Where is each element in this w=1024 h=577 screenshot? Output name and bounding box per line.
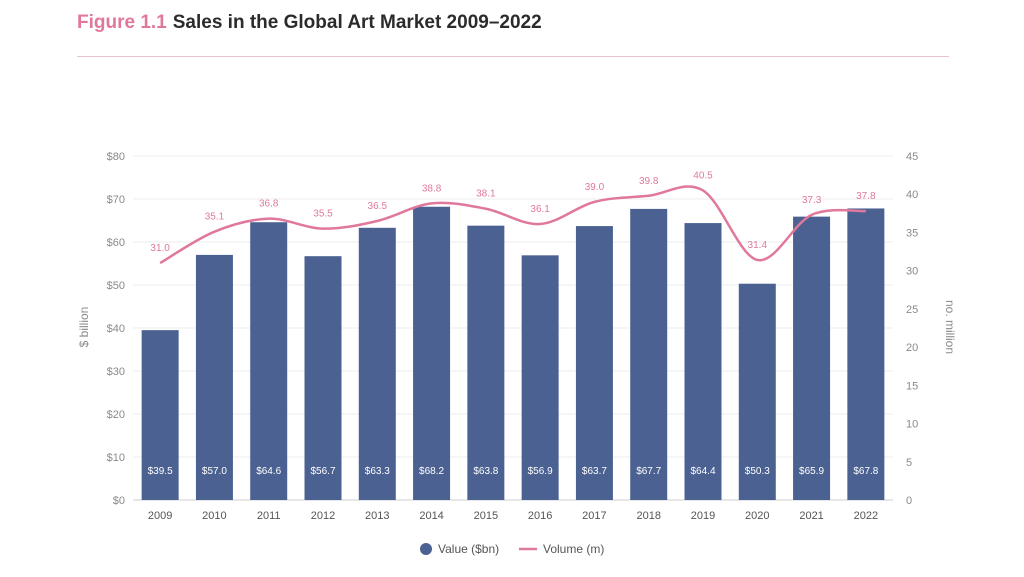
value-bar bbox=[521, 255, 559, 500]
value-bar bbox=[195, 254, 233, 500]
volume-value-label: 35.1 bbox=[205, 212, 225, 223]
volume-value-label: 38.1 bbox=[476, 189, 496, 200]
value-bar bbox=[630, 208, 668, 500]
y-right-tick-label: 45 bbox=[906, 151, 918, 163]
bar-value-label: $63.7 bbox=[582, 466, 607, 477]
value-bar bbox=[684, 223, 722, 500]
value-bar bbox=[413, 206, 451, 501]
volume-value-label: 31.0 bbox=[150, 243, 170, 254]
bar-value-label: $39.5 bbox=[148, 466, 173, 477]
volume-value-label: 36.1 bbox=[530, 204, 550, 215]
bar-value-label: $67.7 bbox=[636, 466, 661, 477]
x-tick-label: 2011 bbox=[257, 510, 281, 522]
y-left-tick-label: $40 bbox=[107, 323, 125, 335]
x-tick-label: 2020 bbox=[745, 510, 769, 522]
volume-value-label: 36.8 bbox=[259, 199, 279, 210]
bar-value-label: $57.0 bbox=[202, 466, 227, 477]
x-tick-label: 2015 bbox=[474, 510, 498, 522]
y-left-tick-label: $10 bbox=[107, 452, 125, 464]
volume-value-label: 35.5 bbox=[313, 209, 333, 220]
volume-value-label: 37.8 bbox=[856, 191, 876, 202]
bar-value-label: $68.2 bbox=[419, 466, 444, 477]
x-tick-label: 2016 bbox=[528, 510, 552, 522]
value-bar bbox=[847, 208, 885, 500]
x-tick-label: 2018 bbox=[636, 510, 660, 522]
bar-value-label: $63.3 bbox=[365, 466, 390, 477]
volume-value-label: 39.0 bbox=[585, 182, 605, 193]
value-bar bbox=[304, 256, 342, 500]
x-axis: 2009 2010 2011 2012 2013 2014 2015 2016 2017 2018… bbox=[148, 510, 878, 522]
value-bar bbox=[575, 226, 613, 500]
header-divider bbox=[77, 56, 949, 57]
x-tick-label: 2009 bbox=[148, 510, 172, 522]
bar-value-label: $65.9 bbox=[799, 466, 824, 477]
value-bar bbox=[738, 283, 776, 500]
y-right-tick-label: 25 bbox=[906, 304, 918, 316]
volume-value-label: 31.4 bbox=[748, 240, 768, 251]
x-tick-label: 2012 bbox=[311, 510, 335, 522]
legend-volume-label: Volume (m) bbox=[543, 542, 604, 556]
y-left-tick-label: $70 bbox=[107, 194, 125, 206]
y-left-tick-label: $0 bbox=[113, 495, 125, 507]
y-right-tick-label: 10 bbox=[906, 419, 918, 431]
x-tick-label: 2014 bbox=[419, 510, 443, 522]
y-right-tick-label: 35 bbox=[906, 227, 918, 239]
y-left-tick-label: $50 bbox=[107, 280, 125, 292]
legend-value-label: Value ($bn) bbox=[438, 542, 499, 556]
volume-value-label: 36.5 bbox=[368, 201, 388, 212]
y-left-tick-label: $80 bbox=[107, 151, 125, 163]
y-right-tick-label: 20 bbox=[906, 342, 918, 354]
value-bar bbox=[358, 227, 396, 500]
y-right-axis-title: no. million bbox=[943, 300, 957, 354]
gridlines bbox=[133, 155, 893, 501]
x-tick-label: 2021 bbox=[799, 510, 823, 522]
legend-value-swatch bbox=[420, 543, 432, 555]
legend: Value ($bn) Volume (m) bbox=[420, 542, 604, 556]
bar-value-label: $56.7 bbox=[310, 466, 335, 477]
volume-value-label: 39.8 bbox=[639, 176, 659, 187]
y-right-tick-label: 0 bbox=[906, 495, 912, 507]
x-tick-label: 2010 bbox=[202, 510, 226, 522]
x-tick-label: 2013 bbox=[365, 510, 389, 522]
volume-value-label: 38.8 bbox=[422, 183, 442, 194]
value-bar bbox=[250, 222, 288, 500]
bar-value-label: $64.4 bbox=[690, 466, 715, 477]
y-left-axis: $0 $10 $20 $30 $40 $50 $60 $70 $80 bbox=[107, 151, 125, 507]
x-tick-label: 2019 bbox=[691, 510, 715, 522]
figure-title-text: Sales in the Global Art Market 2009–2022 bbox=[172, 12, 542, 33]
y-left-tick-label: $30 bbox=[107, 366, 125, 378]
value-bar bbox=[141, 330, 179, 500]
y-right-tick-label: 5 bbox=[906, 457, 912, 469]
y-right-tick-label: 30 bbox=[906, 266, 918, 278]
y-right-axis: 0 5 10 15 20 25 30 35 40 45 bbox=[906, 151, 918, 507]
x-tick-label: 2022 bbox=[854, 510, 878, 522]
bar-value-label: $67.8 bbox=[853, 466, 878, 477]
value-bars: $39.5 $57.0 $64.6 $56.7 $63.3 $68.2 $63.8 $56.9… bbox=[141, 206, 885, 501]
volume-value-label: 40.5 bbox=[693, 170, 713, 181]
volume-line: 31.0 35.1 36.8 35.5 36.5 38.8 38.1 36.1 39.0 39.8… bbox=[150, 170, 876, 265]
value-bar bbox=[793, 216, 831, 500]
bar-value-label: $50.3 bbox=[745, 466, 770, 477]
volume-value-label: 37.3 bbox=[802, 195, 822, 206]
y-left-tick-label: $20 bbox=[107, 409, 125, 421]
figure-title: Figure 1.1 Sales in the Global Art Market… bbox=[77, 12, 542, 34]
y-right-tick-label: 40 bbox=[906, 189, 918, 201]
figure-label: Figure 1.1 bbox=[77, 12, 167, 33]
bar-value-label: $63.8 bbox=[473, 466, 498, 477]
y-left-axis-title: $ billion bbox=[77, 307, 91, 348]
volume-line-path bbox=[159, 185, 866, 265]
y-left-tick-label: $60 bbox=[107, 237, 125, 249]
bar-value-label: $56.9 bbox=[528, 466, 553, 477]
x-tick-label: 2017 bbox=[582, 510, 606, 522]
y-right-tick-label: 15 bbox=[906, 380, 918, 392]
bar-value-label: $64.6 bbox=[256, 466, 281, 477]
value-bar bbox=[467, 225, 505, 500]
